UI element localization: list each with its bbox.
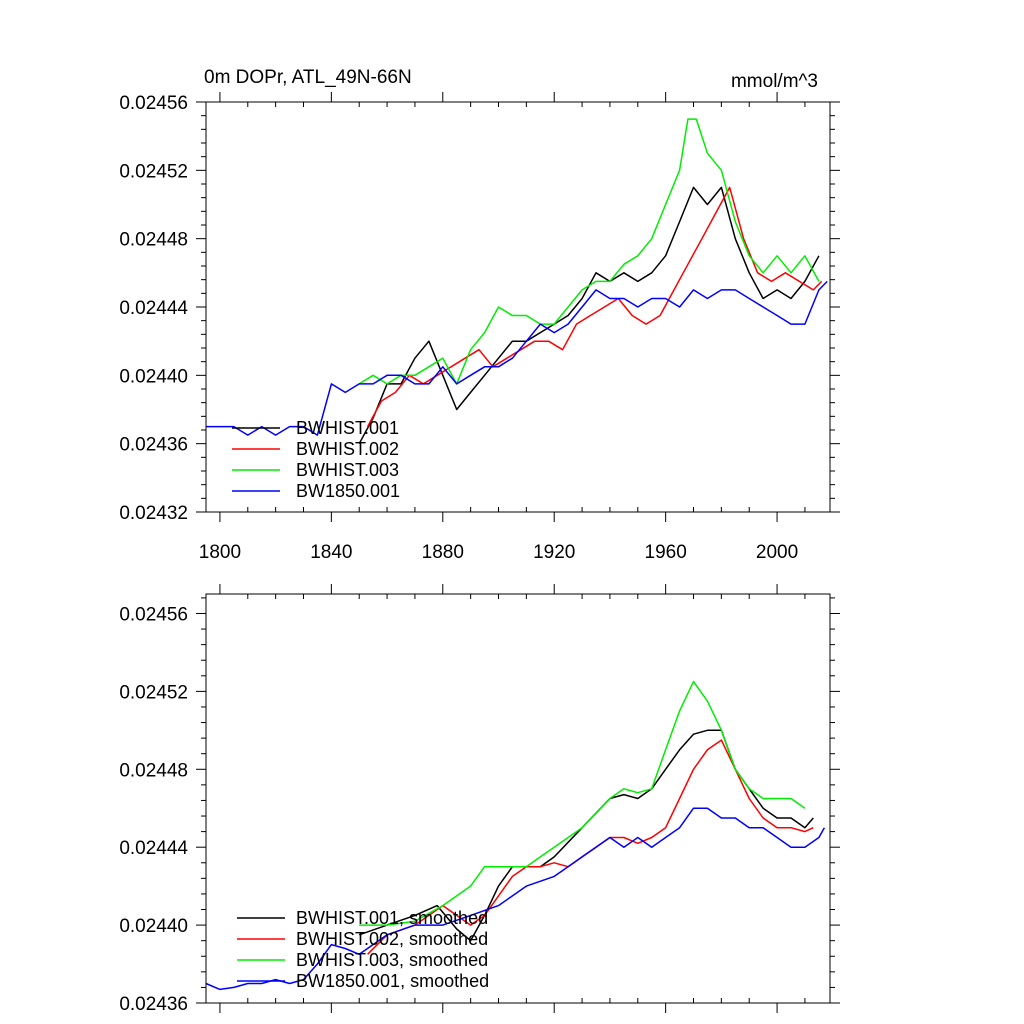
bottom-y-tick-label: 0.02456: [119, 604, 188, 625]
top-y-tick-label: 0.02452: [119, 161, 188, 182]
top-y-tick-label: 0.02432: [119, 503, 188, 524]
top-series-line-4: [206, 280, 828, 436]
top-y-tick-label: 0.02456: [119, 93, 188, 114]
top-y-tick-label: 0.02440: [119, 366, 188, 387]
top-x-tick-label: 2000: [756, 542, 798, 563]
bottom-legend-label: BW1850.001, smoothed: [296, 971, 489, 991]
chart-units: mmol/m^3: [731, 71, 818, 92]
bottom-y-tick-label: 0.02448: [119, 760, 188, 781]
top-legend-label: BWHIST.001: [296, 418, 399, 438]
bottom-y-tick-label: 0.02444: [119, 838, 188, 859]
top-y-tick-label: 0.02448: [119, 230, 188, 251]
bottom-legend-label: BWHIST.002, smoothed: [296, 929, 488, 949]
top-series-line-3: [358, 118, 820, 385]
top-series-line-2: [366, 186, 823, 427]
bottom-chart-panel: 0.02436 0.02440 0.02444 0.02448 0.02452 0.024…: [119, 584, 840, 1015]
top-legend-label: BWHIST.002: [296, 439, 399, 459]
top-x-tick-label: 1920: [533, 542, 575, 563]
top-y-tick-label: 0.02444: [119, 298, 188, 319]
bottom-y-tick-label: 0.02440: [119, 916, 188, 937]
bottom-series-line-4: [206, 807, 826, 991]
bottom-y-tick-label: 0.02436: [119, 994, 188, 1015]
bottom-series-line-3: [359, 680, 806, 926]
top-x-tick-label: 1880: [422, 542, 464, 563]
top-x-tick-label: 1840: [310, 542, 352, 563]
chart-title: 0m DOPr, ATL_49N-66N: [204, 67, 412, 88]
top-x-tick-label: 1800: [199, 542, 241, 563]
bottom-series-line-1: [358, 729, 814, 942]
bottom-y-tick-label: 0.02452: [119, 682, 188, 703]
bottom-legend-label: BWHIST.003, smoothed: [296, 950, 488, 970]
top-y-tick-label: 0.02436: [119, 435, 188, 456]
bottom-legend-label: BWHIST.001, smoothed: [296, 908, 488, 928]
top-legend-label: BWHIST.003: [296, 460, 399, 480]
top-chart-panel: 0m DOPr, ATL_49N-66N mmol/m^3 0.02432 0.0…: [119, 67, 840, 563]
bottom-plot-frame: [205, 593, 831, 1004]
top-legend-label: BW1850.001: [296, 481, 400, 501]
top-x-tick-label: 1960: [645, 542, 687, 563]
